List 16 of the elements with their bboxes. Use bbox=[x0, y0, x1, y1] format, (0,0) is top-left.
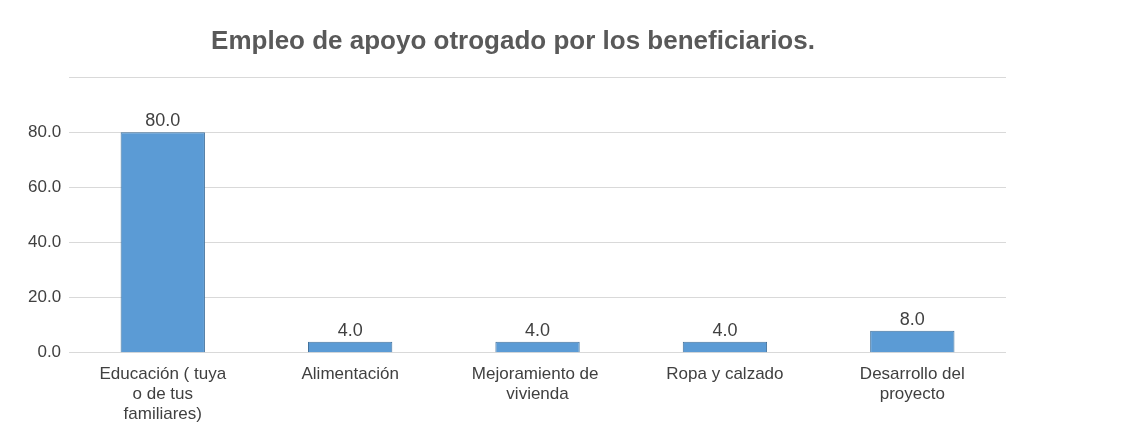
data-label: 4.0 bbox=[712, 319, 738, 340]
data-label: 4.0 bbox=[337, 319, 363, 340]
x-tick-label: Mejoramiento de vivienda bbox=[471, 363, 604, 404]
y-tick-label: 40.0 bbox=[27, 232, 62, 252]
y-tick-label: 80.0 bbox=[27, 122, 62, 142]
data-label: 80.0 bbox=[145, 110, 181, 131]
x-tick-label: Educación ( tuya o de tus familiares) bbox=[99, 363, 227, 424]
x-tick-label: Alimentación bbox=[301, 363, 399, 383]
x-tick-label: Ropa y calzado bbox=[666, 363, 784, 383]
y-tick-label: 60.0 bbox=[27, 177, 62, 197]
chart-title: Empleo de apoyo otrogado por los beneficiarios. bbox=[211, 24, 815, 55]
y-tick-label: 0.0 bbox=[37, 342, 62, 362]
x-tick-label: Desarrollo del proyecto bbox=[859, 363, 965, 404]
data-label: 8.0 bbox=[899, 308, 925, 329]
y-tick-label: 20.0 bbox=[27, 287, 62, 307]
data-label: 4.0 bbox=[525, 319, 551, 340]
